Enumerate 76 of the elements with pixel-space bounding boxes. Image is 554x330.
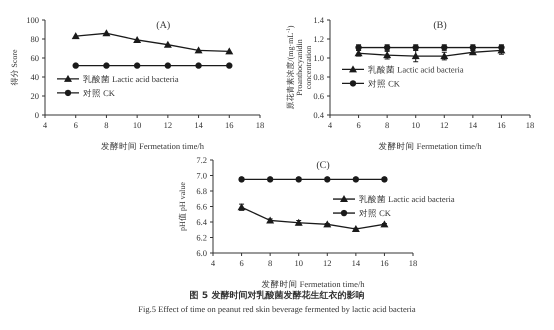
legend-label: 对照 CK <box>359 208 392 218</box>
y-tick-label: 40 <box>30 72 39 82</box>
x-tick-label: 8 <box>385 120 390 130</box>
x-tick-label: 14 <box>194 120 204 130</box>
x-tick-label: 6 <box>239 258 244 268</box>
y-tick-label: 1.2 <box>313 34 324 44</box>
x-tick-label: 4 <box>210 258 216 268</box>
x-tick-label: 8 <box>268 258 272 268</box>
y-axis-title: pH值 pH value <box>178 182 187 231</box>
point <box>412 52 420 60</box>
x-axis-title: 发酵时间 Fermetation time/h <box>100 141 205 151</box>
legend-label: 对照 CK <box>368 78 401 88</box>
x-axis-title: 发酵时间 Fermetation time/h <box>261 279 366 289</box>
x-tick-label: 4 <box>42 120 48 130</box>
y-tick-label: 7.0 <box>196 170 207 180</box>
y-tick-label: 100 <box>26 15 39 25</box>
y-tick-label: 6.6 <box>196 202 207 212</box>
legend-label: 乳酸菌 Lactic acid bacteria <box>83 74 179 84</box>
y-tick-label: 6.2 <box>196 232 207 242</box>
x-axis-title: 发酵时间 Fermetation time/h <box>378 141 482 151</box>
y-tick-label: 20 <box>30 91 39 101</box>
point <box>380 220 388 228</box>
y-tick-label: 7.2 <box>196 155 207 165</box>
point <box>225 47 234 54</box>
y-tick-label: 60 <box>30 53 39 63</box>
x-tick-label: 16 <box>497 120 506 130</box>
caption: 图 5 发酵时间对乳酸菌发酵花生红衣的影响 <box>190 290 364 301</box>
chart-title: (C) <box>316 160 330 171</box>
legend-label: 对照 CK <box>83 88 116 98</box>
x-tick-label: 12 <box>440 120 449 130</box>
point <box>133 36 142 43</box>
x-tick-label: 18 <box>408 258 418 268</box>
x-tick-label: 6 <box>356 120 361 130</box>
x-tick-label: 18 <box>256 120 264 130</box>
point <box>266 216 274 224</box>
x-tick-label: 4 <box>328 120 333 130</box>
chart-title: (A) <box>156 20 170 31</box>
y-tick-label: 6.0 <box>196 248 207 258</box>
x-tick-label: 12 <box>164 120 172 130</box>
point <box>352 224 360 232</box>
point <box>164 62 172 69</box>
x-tick-label: 14 <box>468 120 478 130</box>
legend-label: 乳酸菌 Lactic acid bacteria <box>359 194 455 204</box>
caption: Fig.5 Effect of time on peanut red skin beverage fermented by lactic acid bacteria <box>138 304 416 314</box>
x-tick-label: 6 <box>74 120 78 130</box>
chart-title: (B) <box>433 20 447 31</box>
point <box>164 40 172 48</box>
point <box>72 62 79 69</box>
point <box>103 62 110 69</box>
x-tick-label: 8 <box>104 120 109 130</box>
point <box>226 62 232 69</box>
legend-label: 乳酸菌 Lactic acid bacteria <box>368 64 464 74</box>
y-tick-label: 0.8 <box>313 72 324 82</box>
point <box>195 62 202 69</box>
y-tick-label: 0.6 <box>313 91 324 101</box>
x-tick-label: 16 <box>225 120 234 130</box>
x-tick-label: 10 <box>411 120 420 130</box>
point <box>134 62 140 69</box>
point <box>194 46 203 54</box>
x-tick-label: 14 <box>352 258 361 268</box>
x-tick-label: 18 <box>526 120 534 130</box>
y-tick-label: 6.8 <box>196 186 207 196</box>
point <box>323 220 332 228</box>
point <box>102 29 110 36</box>
x-tick-label: 12 <box>323 258 332 268</box>
y-tick-label: 80 <box>30 34 39 44</box>
y-tick-label: 6.4 <box>196 217 208 227</box>
y-tick-label: 0 <box>34 110 39 120</box>
point <box>72 32 80 40</box>
y-tick-label: 0.4 <box>313 110 325 120</box>
y-tick-label: 1.0 <box>313 53 324 63</box>
y-tick-label: 1.4 <box>313 15 325 25</box>
y-axis-title: 得分 Score <box>10 48 19 86</box>
x-tick-label: 10 <box>132 120 142 130</box>
x-tick-label: 10 <box>294 258 303 268</box>
x-tick-label: 16 <box>380 258 389 268</box>
